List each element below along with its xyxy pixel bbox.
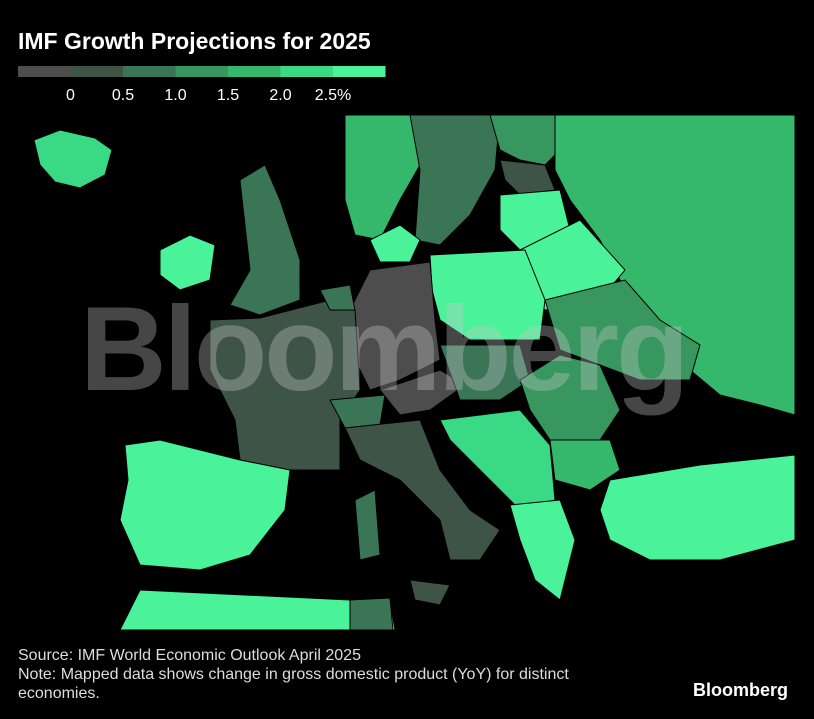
watermark: Bloomberg [80,282,689,416]
note: Note: Mapped data shows change in gross … [18,666,569,702]
legend-swatch [70,66,123,77]
logo: Bloomberg [692,680,788,700]
legend-label: 0 [66,87,75,104]
legend-label: 1.0 [164,87,186,104]
title: IMF Growth Projections for 2025 [18,28,371,54]
legend-label: 2.5% [315,87,351,104]
legend-label: 2.0 [269,87,291,104]
legend-label: 1.5 [217,87,239,104]
legend: 0 0.5 1.0 1.5 2.0 2.5% [18,66,386,104]
legend-label: 0.5 [112,87,134,104]
legend-swatch [175,66,228,77]
map [33,114,796,630]
legend-swatch [123,66,176,77]
legend-swatch [228,66,281,77]
legend-swatch [333,66,386,77]
legend-swatch [18,66,71,77]
legend-swatch [280,66,333,77]
source: Source: IMF World Economic Outlook April… [18,647,361,664]
